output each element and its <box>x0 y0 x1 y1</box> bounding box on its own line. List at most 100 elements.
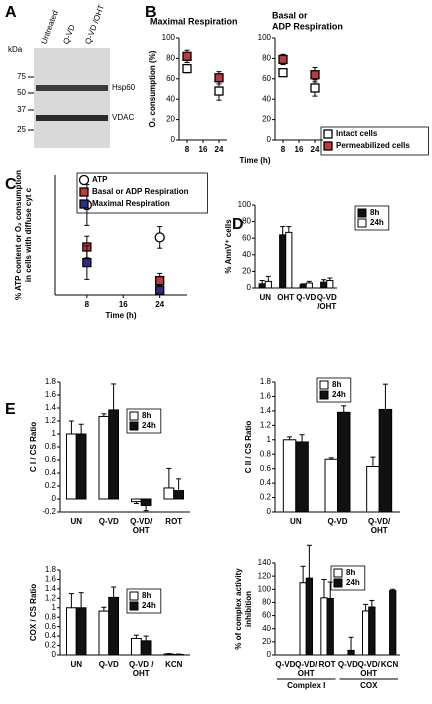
x-tick-label: UN <box>70 660 82 669</box>
y-tick-label: 20 <box>262 115 271 124</box>
bar <box>66 607 77 656</box>
legend-box <box>126 588 162 614</box>
x-tick-label: Q-VD <box>317 293 337 302</box>
y-tick-label: 0.6 <box>260 464 272 473</box>
legend-label: Maximal Respiration <box>92 199 170 208</box>
y-tick-label: 1 <box>267 435 272 444</box>
bar <box>131 637 142 656</box>
y-tick-label: 1.4 <box>260 406 272 415</box>
legend-box <box>316 377 352 403</box>
bar <box>163 653 175 656</box>
bar <box>75 433 87 500</box>
legend-marker <box>333 578 343 588</box>
y-tick-label: 0.6 <box>45 622 57 631</box>
y-axis-label: O₂ consumption (%) <box>148 50 157 127</box>
legend-marker <box>357 218 367 228</box>
bar <box>75 607 87 656</box>
bar <box>326 280 334 289</box>
y-tick-label: 0 <box>247 283 252 292</box>
x-tick-label: 16 <box>199 145 208 154</box>
legend-label: 24h <box>346 578 360 587</box>
x-tick-label: OHT <box>133 669 150 678</box>
lane-label: Q-VD <box>61 23 76 45</box>
y-tick-label: 0.2 <box>260 493 272 502</box>
bar <box>98 610 110 656</box>
bar <box>299 284 307 289</box>
bar <box>108 596 119 656</box>
y-tick-label: 0.8 <box>260 449 272 458</box>
panel-label: C <box>5 176 17 193</box>
x-tick-label: ROT <box>319 660 336 669</box>
x-tick-label: OHT <box>360 669 377 678</box>
x-tick-label: Q-VD/ <box>358 660 381 669</box>
x-tick-label: KCN <box>381 660 399 669</box>
y-tick-label: 0 <box>52 494 57 503</box>
x-tick-label: OHT <box>277 293 294 302</box>
y-tick-label: 60 <box>166 74 175 83</box>
legend-marker <box>129 591 139 601</box>
legend-label: 24h <box>370 218 384 227</box>
bar <box>320 597 328 656</box>
x-tick-label: 8 <box>281 145 286 154</box>
x-tick-label: Q-VD <box>338 660 358 669</box>
bar <box>131 498 142 503</box>
x-tick-label: /OHT <box>317 302 336 311</box>
legend-box <box>76 172 208 214</box>
unit-label: kDa <box>8 45 23 54</box>
y-tick-label: 0.2 <box>45 481 57 490</box>
x-tick-label: 24 <box>155 300 164 309</box>
data-point <box>278 54 288 65</box>
legend-label: ATP <box>92 175 108 184</box>
band-label: VDAC <box>112 113 134 122</box>
y-tick-label: 40 <box>262 624 271 633</box>
marker-label: 50 <box>17 88 26 97</box>
y-axis-label: in cells with diffuse cyt c <box>24 187 33 282</box>
x-tick-label: UN <box>259 293 271 302</box>
y-tick-label: 0.2 <box>45 641 57 650</box>
y-tick-label: 0.4 <box>45 631 57 640</box>
y-tick-label: 80 <box>262 54 271 63</box>
y-axis-label: % of complex activity <box>234 568 243 650</box>
data-point <box>155 285 165 295</box>
legend-label: 8h <box>346 568 355 577</box>
x-tick-label: Q-VD <box>296 293 316 302</box>
legend-marker <box>319 380 329 390</box>
bar <box>173 654 184 656</box>
legend-marker <box>357 208 367 218</box>
y-tick-label: 0.4 <box>260 478 272 487</box>
y-tick-label: 100 <box>162 33 176 42</box>
legend-box <box>330 565 366 591</box>
y-tick-label: 1.2 <box>260 420 272 429</box>
bar <box>295 441 309 513</box>
bar <box>282 439 297 513</box>
legend-marker <box>78 174 90 186</box>
x-tick-label: Q-VD/ <box>295 660 318 669</box>
lane-label: Untreated <box>39 9 59 45</box>
legend-label: 24h <box>142 421 156 430</box>
legend-marker <box>79 199 89 209</box>
chart-title: ADP Respiration <box>272 21 343 31</box>
bar <box>347 649 355 656</box>
x-tick-label: UN <box>290 517 302 526</box>
data-point <box>310 83 320 93</box>
panel-label: E <box>5 401 16 418</box>
data-point <box>182 63 192 74</box>
bar <box>163 487 175 500</box>
legend-marker <box>129 421 139 431</box>
y-tick-label: 1.6 <box>45 390 57 399</box>
y-tick-label: 100 <box>258 33 272 42</box>
y-tick-label: 40 <box>242 250 251 259</box>
x-tick-label: OHT <box>298 669 315 678</box>
y-tick-label: 0.8 <box>45 612 57 621</box>
y-tick-label: 40 <box>166 94 175 103</box>
x-tick-label: Q-VD <box>99 517 119 526</box>
x-tick-label: KCN <box>165 660 183 669</box>
y-tick-label: 1.8 <box>45 565 57 574</box>
y-tick-label: 1.6 <box>45 575 57 584</box>
bar <box>305 282 313 289</box>
bar <box>299 582 307 656</box>
x-tick-label: OHT <box>371 526 388 535</box>
group-label: Complex I <box>287 681 325 690</box>
y-axis-label: % ATP content or O₂ consumption <box>14 170 23 300</box>
legend-label: Basal or ADP Respiration <box>92 187 189 196</box>
